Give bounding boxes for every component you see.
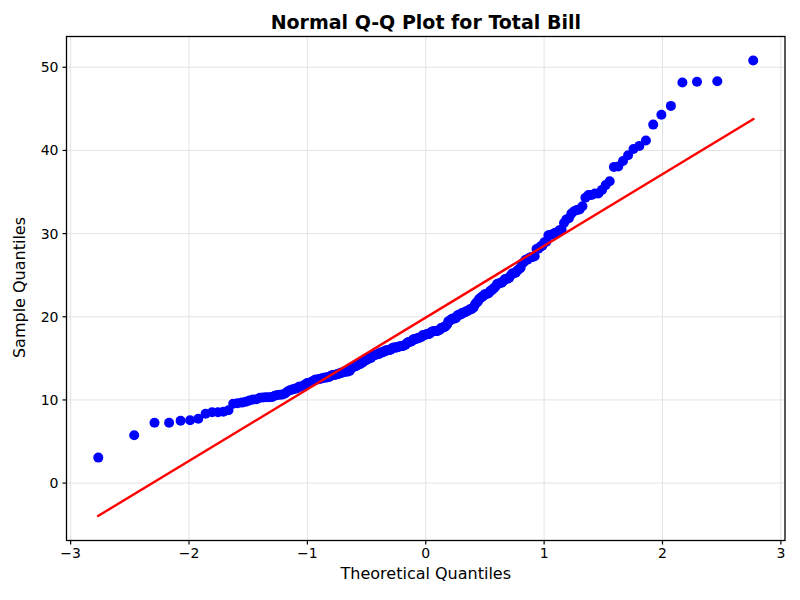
- x-tick-label: −1: [297, 545, 318, 561]
- qq-point: [712, 76, 722, 86]
- y-tick-label: 20: [41, 309, 59, 325]
- qq-point: [129, 430, 139, 440]
- qq-point: [150, 418, 160, 428]
- y-tick-label: 40: [41, 142, 59, 158]
- qq-point: [176, 416, 186, 426]
- y-tick-label: 0: [50, 475, 59, 491]
- qq-point: [748, 56, 758, 66]
- chart-title: Normal Q-Q Plot for Total Bill: [271, 11, 581, 33]
- x-tick-label: 0: [421, 545, 430, 561]
- figure-canvas: −3−2−1012301020304050 Normal Q-Q Plot fo…: [0, 0, 800, 600]
- qq-point: [666, 101, 676, 111]
- qq-point: [164, 418, 174, 428]
- y-tick-label: 10: [41, 392, 59, 408]
- x-tick-label: −3: [60, 545, 81, 561]
- y-axis-label: Sample Quantiles: [10, 217, 29, 358]
- qq-point: [577, 201, 587, 211]
- x-tick-label: 2: [658, 545, 667, 561]
- x-tick-label: 1: [540, 545, 549, 561]
- y-tick-label: 30: [41, 226, 59, 242]
- qq-point: [692, 77, 702, 87]
- ticks-layer: −3−2−1012301020304050: [41, 59, 786, 561]
- x-axis-label: Theoretical Quantiles: [340, 564, 512, 583]
- grid-layer: [67, 37, 786, 541]
- y-tick-label: 50: [41, 59, 59, 75]
- qq-point: [605, 176, 615, 186]
- qq-point: [93, 453, 103, 463]
- qq-plot-svg: −3−2−1012301020304050 Normal Q-Q Plot fo…: [0, 0, 800, 600]
- qq-point: [656, 110, 666, 120]
- x-tick-label: −2: [179, 545, 200, 561]
- qq-point: [648, 120, 658, 130]
- x-tick-label: 3: [776, 545, 785, 561]
- qq-point: [641, 136, 651, 146]
- qq-point: [677, 78, 687, 88]
